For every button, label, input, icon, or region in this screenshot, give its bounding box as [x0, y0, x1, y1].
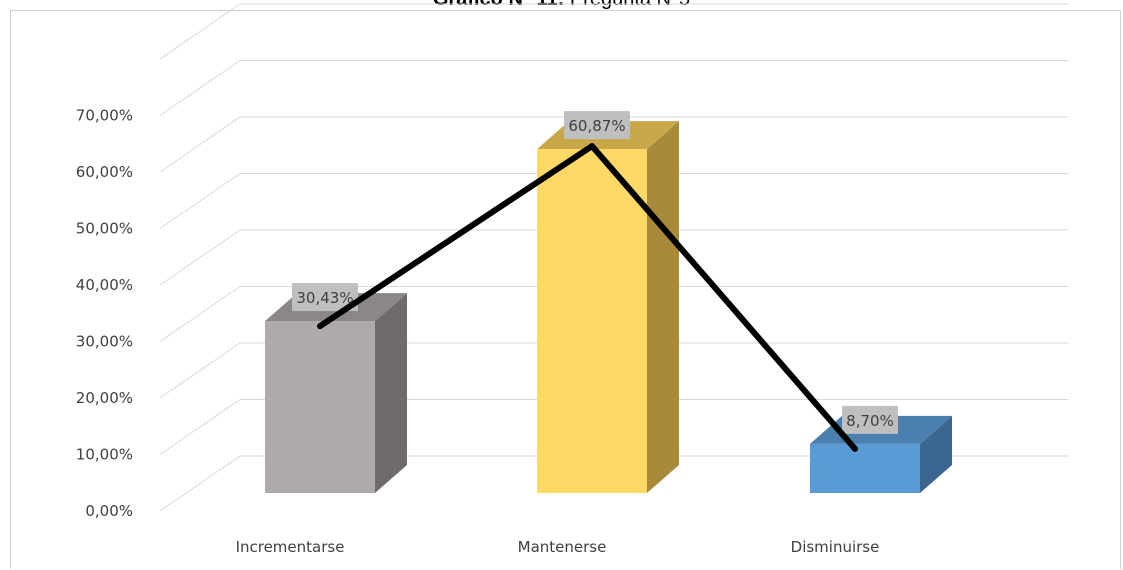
y-tick-label: 30,00%: [76, 333, 133, 351]
bar: [537, 149, 647, 493]
bar-side: [375, 293, 407, 493]
gridline-depth: [159, 399, 241, 455]
data-label: 30,43%: [296, 289, 353, 307]
bar: [265, 321, 375, 493]
chart-title: Gráfico N° 11: Pregunta N°5: [0, 0, 1123, 11]
gridline-depth: [159, 173, 241, 229]
y-tick-label: 20,00%: [76, 389, 133, 407]
gridline-depth: [159, 342, 241, 399]
gridline-depth: [159, 455, 241, 512]
chart-title-bold: Gráfico N° 11:: [433, 0, 564, 10]
bar: [810, 443, 920, 493]
x-tick-label: Disminuirse: [791, 538, 880, 556]
x-tick-label: Mantenerse: [518, 538, 607, 556]
y-tick-label: 50,00%: [76, 220, 133, 238]
data-label: 8,70%: [846, 412, 894, 430]
data-label-box: [842, 405, 898, 434]
chart-frame: [10, 10, 1121, 569]
gridline-depth: [159, 229, 241, 286]
y-tick-label: 0,00%: [85, 502, 133, 520]
y-tick-label: 10,00%: [76, 446, 133, 464]
bar-side: [647, 121, 679, 493]
gridline-depth: [159, 116, 241, 173]
gridline-depth: [159, 60, 241, 116]
gridline-depth: [159, 286, 241, 342]
x-tick-label: Incrementarse: [236, 538, 345, 556]
chart-title-rest: Pregunta N°5: [570, 0, 690, 10]
y-tick-label: 60,00%: [76, 163, 133, 181]
gridline-depth: [159, 3, 241, 60]
y-tick-label: 70,00%: [76, 107, 133, 125]
data-label-box: [564, 111, 630, 140]
series-line: [317, 143, 858, 452]
y-tick-label: 40,00%: [76, 276, 133, 294]
data-label: 60,87%: [568, 117, 625, 135]
bar-side: [920, 415, 952, 493]
